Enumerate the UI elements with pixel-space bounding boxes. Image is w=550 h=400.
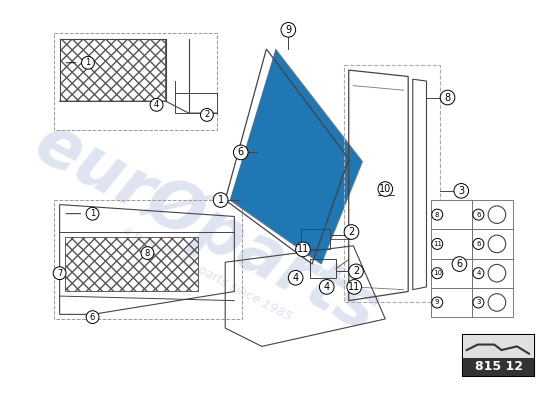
Bar bbox=[431, 200, 472, 229]
Bar bbox=[301, 229, 331, 250]
Text: 2: 2 bbox=[204, 110, 210, 120]
Text: 11: 11 bbox=[433, 241, 442, 247]
Circle shape bbox=[473, 209, 484, 220]
Bar bbox=[59, 39, 165, 101]
Bar bbox=[65, 236, 198, 292]
Bar bbox=[310, 260, 336, 278]
Circle shape bbox=[440, 90, 455, 105]
Text: 2: 2 bbox=[353, 266, 359, 276]
Text: a passion for parts since 1985: a passion for parts since 1985 bbox=[120, 223, 293, 323]
Circle shape bbox=[378, 182, 393, 196]
Bar bbox=[463, 336, 535, 358]
Text: 8: 8 bbox=[145, 248, 150, 258]
Text: eurØparts: eurØparts bbox=[24, 109, 390, 346]
Text: 7: 7 bbox=[57, 269, 62, 278]
Bar bbox=[463, 336, 535, 376]
Circle shape bbox=[233, 145, 248, 160]
Circle shape bbox=[344, 225, 359, 239]
Circle shape bbox=[320, 280, 334, 294]
Bar bbox=[59, 39, 165, 101]
Text: 6: 6 bbox=[456, 259, 463, 269]
Bar bbox=[65, 236, 198, 292]
Text: 3: 3 bbox=[458, 186, 464, 196]
Text: 2: 2 bbox=[348, 227, 355, 237]
Circle shape bbox=[81, 56, 95, 69]
Text: 4: 4 bbox=[324, 282, 330, 292]
Circle shape bbox=[213, 193, 228, 207]
Circle shape bbox=[150, 98, 163, 111]
Text: 9: 9 bbox=[435, 300, 439, 306]
Text: 8: 8 bbox=[435, 212, 439, 218]
Text: 10: 10 bbox=[379, 184, 392, 194]
Circle shape bbox=[53, 267, 66, 280]
Bar bbox=[344, 64, 440, 302]
Circle shape bbox=[473, 297, 484, 308]
Bar bbox=[431, 258, 472, 288]
Text: 8: 8 bbox=[444, 92, 450, 102]
Bar bbox=[463, 358, 535, 376]
Text: 1: 1 bbox=[90, 209, 95, 218]
Circle shape bbox=[349, 264, 364, 279]
Bar bbox=[54, 34, 217, 130]
Circle shape bbox=[432, 297, 443, 308]
Text: 9: 9 bbox=[285, 25, 292, 35]
Text: 1: 1 bbox=[85, 58, 91, 67]
Text: 10: 10 bbox=[433, 270, 442, 276]
Circle shape bbox=[86, 311, 99, 324]
Bar bbox=[431, 229, 472, 258]
Circle shape bbox=[281, 22, 296, 37]
Bar bbox=[54, 200, 241, 319]
Text: 6: 6 bbox=[476, 241, 481, 247]
Text: 6: 6 bbox=[238, 148, 244, 158]
Circle shape bbox=[201, 108, 213, 121]
Text: 11: 11 bbox=[297, 244, 309, 254]
Circle shape bbox=[296, 242, 310, 257]
Bar bbox=[431, 288, 472, 317]
Bar bbox=[472, 229, 513, 258]
Text: 3: 3 bbox=[476, 300, 481, 306]
Bar bbox=[472, 288, 513, 317]
Circle shape bbox=[452, 257, 467, 271]
Text: 6: 6 bbox=[90, 313, 95, 322]
Circle shape bbox=[86, 207, 99, 220]
Circle shape bbox=[473, 268, 484, 279]
Text: 4: 4 bbox=[154, 100, 159, 109]
Text: 11: 11 bbox=[348, 282, 360, 292]
Text: 6: 6 bbox=[476, 212, 481, 218]
Text: 1: 1 bbox=[218, 195, 224, 205]
Polygon shape bbox=[230, 49, 362, 264]
Circle shape bbox=[141, 247, 154, 260]
Text: 4: 4 bbox=[476, 270, 481, 276]
Circle shape bbox=[432, 209, 443, 220]
Circle shape bbox=[432, 268, 443, 279]
Circle shape bbox=[432, 238, 443, 250]
Text: 815 12: 815 12 bbox=[475, 360, 522, 373]
Circle shape bbox=[347, 280, 361, 294]
Circle shape bbox=[473, 238, 484, 250]
Circle shape bbox=[454, 184, 469, 198]
Bar bbox=[472, 200, 513, 229]
Bar bbox=[472, 258, 513, 288]
Circle shape bbox=[288, 270, 303, 285]
Text: 4: 4 bbox=[293, 273, 299, 283]
